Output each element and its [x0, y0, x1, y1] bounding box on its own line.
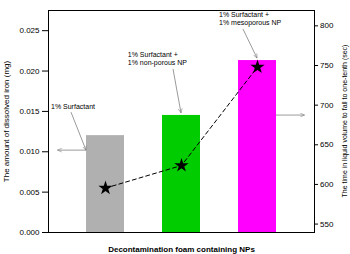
svg-text:700: 700 — [320, 101, 334, 110]
svg-text:0.005: 0.005 — [19, 188, 40, 197]
svg-text:0.015: 0.015 — [19, 107, 40, 116]
svg-text:650: 650 — [320, 140, 334, 149]
svg-text:1% Surfactant +1% non-porous N: 1% Surfactant +1% non-porous NP — [128, 51, 187, 67]
svg-text:800: 800 — [320, 21, 334, 30]
svg-text:0.020: 0.020 — [19, 67, 40, 76]
svg-text:1% Surfactant: 1% Surfactant — [51, 103, 95, 110]
svg-text:0.000: 0.000 — [19, 228, 40, 237]
svg-text:0.010: 0.010 — [19, 147, 40, 156]
svg-text:The time in liquid volume to f: The time in liquid volume to fall to one… — [341, 45, 349, 198]
svg-text:Decontamination foam containin: Decontamination foam containing NPs — [108, 245, 255, 254]
svg-text:1% Surfactant +1% mesoporous N: 1% Surfactant +1% mesoporous NP — [219, 11, 282, 27]
svg-text:600: 600 — [320, 180, 334, 189]
svg-text:0.025: 0.025 — [19, 26, 40, 35]
svg-text:550: 550 — [320, 220, 334, 229]
svg-text:750: 750 — [320, 61, 334, 70]
svg-text:The amount of dissolved iron (: The amount of dissolved iron (mg) — [2, 60, 11, 182]
